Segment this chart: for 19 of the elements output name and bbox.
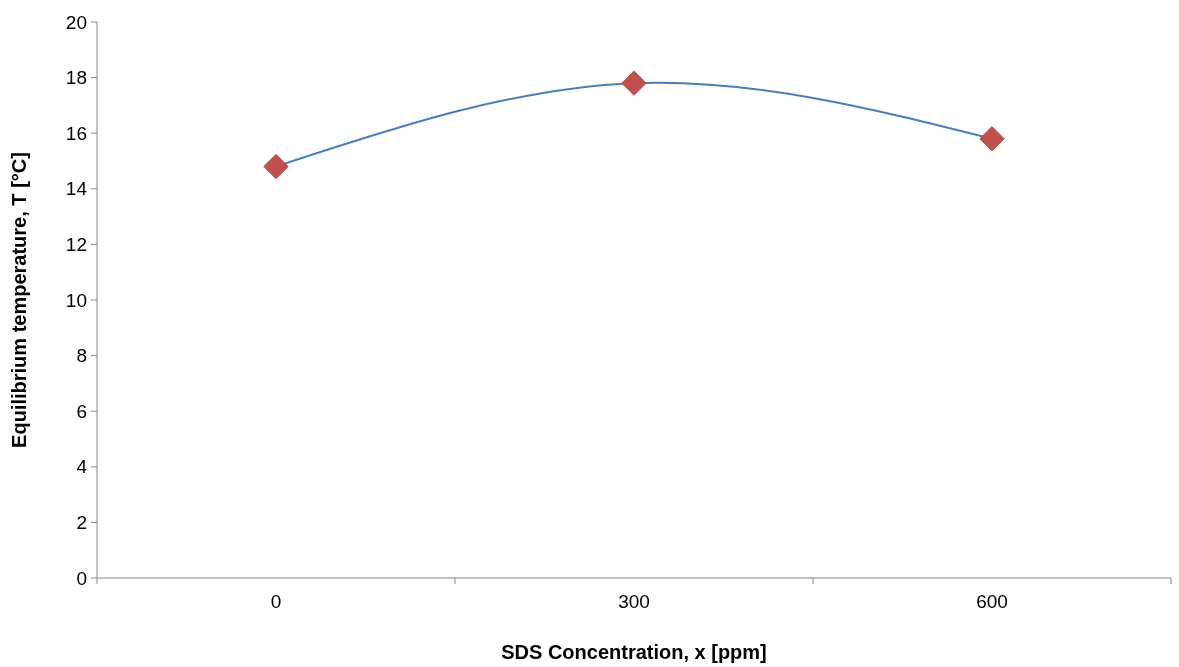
y-tick-label: 8	[76, 345, 87, 367]
y-tick-label: 20	[65, 11, 87, 33]
y-axis-title: Equilibrium temperature, T [°C]	[8, 152, 30, 448]
x-tick-label: 0	[270, 591, 282, 612]
y-tick-label: 10	[65, 289, 87, 311]
point	[979, 126, 1005, 152]
y-tick-label: 6	[76, 400, 87, 422]
point	[621, 70, 647, 96]
x-axis-title: SDS Concentration, x [ppm]	[501, 641, 767, 663]
x-tick-label: 300	[618, 591, 650, 612]
y-tick-label: 12	[65, 234, 87, 256]
y-tick-label: 0	[76, 567, 87, 589]
y-tick-label: 14	[65, 178, 88, 200]
point	[263, 153, 289, 180]
y-tick-label: 4	[76, 456, 88, 478]
y-tick-label: 18	[65, 67, 87, 89]
x-tick-label: 600	[976, 591, 1008, 612]
y-tick-label: 2	[76, 512, 87, 534]
y-tick-label: 16	[65, 122, 87, 144]
